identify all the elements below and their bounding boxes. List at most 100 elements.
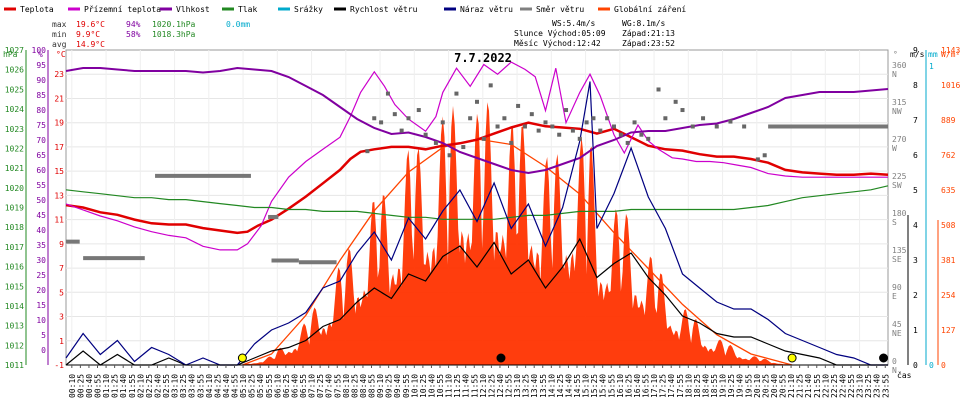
tick-pressure: 1021 — [5, 164, 24, 173]
x-tick-label: 15:10 — [582, 374, 591, 398]
wind-dir-point — [509, 140, 514, 145]
wind-dir-point — [598, 128, 603, 133]
wind-dir-point — [516, 103, 521, 108]
series-line-tlak — [65, 185, 889, 220]
x-tick-label: 01:40 — [119, 374, 128, 398]
x-tick-label: 19:25 — [727, 374, 736, 398]
tick-pressure: 1019 — [5, 204, 24, 213]
tick-humidity: 80 — [36, 106, 46, 115]
wind-dir-point — [447, 153, 452, 158]
tick-temperature: 21 — [54, 94, 64, 103]
radiation-area — [242, 102, 793, 366]
chart-title: 7.7.2022 — [454, 51, 512, 65]
wind-dir-point — [416, 108, 421, 113]
legend-label: Srážky — [294, 5, 323, 14]
x-tick-label: 19:10 — [719, 374, 728, 398]
tick-wind: 3 — [913, 256, 918, 265]
wind-dir-point — [385, 91, 390, 96]
tick-temperature: 13 — [54, 191, 64, 200]
x-tick-label: 12:55 — [505, 374, 514, 398]
x-tick-label: 11:25 — [453, 374, 462, 398]
tick-pressure: 1012 — [5, 341, 24, 350]
x-tick-label: 16:40 — [633, 374, 642, 398]
unit-mm: mm — [928, 50, 938, 59]
x-tick-label: 10:40 — [427, 374, 436, 398]
x-tick-label: 00:10 — [68, 374, 77, 398]
tick-direction-label: NW — [892, 107, 902, 116]
x-tick-label: 12:40 — [496, 374, 505, 398]
tick-pressure: 1013 — [5, 322, 24, 331]
wind-dir-point — [379, 120, 384, 125]
wind-dir-point — [570, 128, 575, 133]
tick-humidity: 35 — [36, 241, 46, 250]
x-tick-label: 14:25 — [556, 374, 565, 398]
tick-pressure: 1022 — [5, 144, 24, 153]
x-tick-label: 17:40 — [667, 374, 676, 398]
tick-rain: 0 — [929, 361, 934, 370]
wind-dir-point — [529, 112, 534, 117]
unit-cas: čas — [897, 370, 912, 380]
wind-dir-point — [543, 120, 548, 125]
unit-pct: % — [38, 50, 43, 59]
stat-max-press: 1020.1hPa — [152, 20, 196, 29]
tick-rain: 1 — [929, 62, 934, 71]
x-tick-label: 22:10 — [821, 374, 830, 398]
x-tick-label: 08:10 — [342, 374, 351, 398]
tick-humidity: 85 — [36, 91, 46, 100]
tick-humidity: 70 — [36, 136, 46, 145]
tick-temperature: 1 — [59, 337, 64, 346]
wind-dir-point — [372, 116, 377, 121]
tick-pressure: 1023 — [5, 125, 24, 134]
wind-dir-point — [488, 83, 493, 88]
series-line-náraz-větru — [65, 81, 888, 366]
tick-temperature: 23 — [54, 70, 64, 79]
wind-dir-point — [392, 112, 397, 117]
series-line-vlhkost — [65, 66, 889, 175]
tick-radiation: 0 — [941, 361, 946, 370]
tick-temperature: 17 — [54, 143, 64, 152]
wind-dir-point — [433, 140, 438, 145]
x-tick-label: 07:25 — [316, 374, 325, 398]
x-tick-label: 23:25 — [864, 374, 873, 398]
x-tick-label: 02:40 — [153, 374, 162, 398]
x-tick-label: 03:10 — [171, 374, 180, 398]
x-tick-label: 14:10 — [547, 374, 556, 398]
tick-direction: 45 — [892, 320, 902, 329]
unit-ms: m/s — [910, 50, 925, 59]
x-tick-label: 10:10 — [410, 374, 419, 398]
tick-pressure: 1014 — [5, 302, 24, 311]
wind-dir-point — [475, 99, 479, 104]
info-wg: WG:8.1m/s — [622, 19, 666, 28]
wind-dir-point — [728, 119, 733, 124]
tick-temperature: 7 — [59, 264, 64, 273]
x-tick-label: 02:55 — [162, 374, 171, 398]
info-slunce-zapad: Západ:21:13 — [622, 29, 675, 38]
stats-block: max 19.6°C 94% 1020.1hPa 0.0mm min 9.9°C… — [52, 20, 250, 49]
tick-pressure: 1024 — [5, 105, 24, 114]
unit-deg: ° — [893, 50, 898, 59]
x-tick-label: 18:55 — [710, 374, 719, 398]
tick-wind: 8 — [913, 81, 918, 90]
x-tick-label: 20:40 — [770, 374, 779, 398]
x-tick-label: 06:40 — [290, 374, 299, 398]
legend-label: Teplota — [20, 5, 54, 14]
tick-direction-label: W — [892, 144, 897, 153]
wind-dir-point — [440, 120, 445, 125]
x-tick-label: 21:25 — [796, 374, 805, 398]
tick-humidity: 90 — [36, 76, 46, 85]
legend-label: Vlhkost — [176, 5, 210, 14]
wind-dir-point — [656, 87, 661, 92]
grid — [66, 50, 888, 366]
x-tick-label: 07:55 — [333, 374, 342, 398]
tick-temperature: 3 — [59, 313, 64, 322]
tick-radiation: 762 — [941, 151, 956, 160]
tick-temperature: 9 — [59, 240, 64, 249]
legend-label: Přízemní teplota — [84, 5, 161, 14]
x-tick-label: 18:25 — [693, 374, 702, 398]
x-tick-label: 01:25 — [111, 374, 120, 398]
x-tick-label: 17:25 — [659, 374, 668, 398]
sunrise-marker — [237, 353, 247, 363]
tick-radiation: 127 — [941, 326, 956, 335]
moonrise-marker — [496, 353, 506, 363]
